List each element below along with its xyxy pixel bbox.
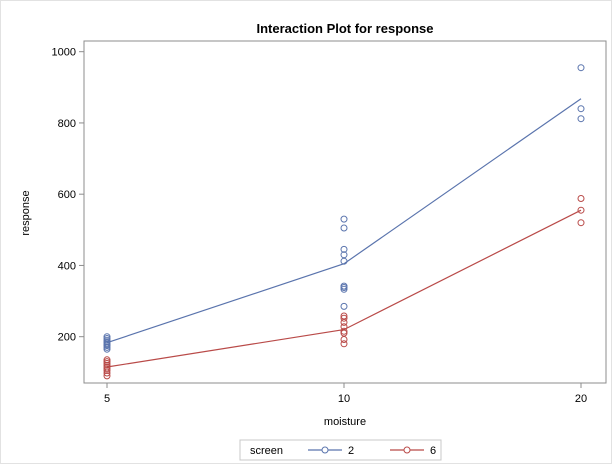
series-2-point bbox=[577, 64, 585, 72]
series-2-point bbox=[340, 302, 348, 310]
chart-title: Interaction Plot for response bbox=[257, 21, 434, 36]
series-2-point bbox=[340, 224, 348, 232]
y-tick-label: 1000 bbox=[52, 47, 76, 59]
series-6-point bbox=[340, 336, 348, 343]
legend-swatch-marker bbox=[403, 446, 411, 454]
legend-label: 6 bbox=[430, 445, 436, 457]
series-6-point bbox=[340, 340, 348, 348]
y-axis: 200 400 600 800 1000 bbox=[52, 47, 84, 344]
legend-swatch-marker bbox=[321, 446, 329, 454]
plot-area bbox=[83, 40, 607, 384]
y-tick-label: 800 bbox=[58, 118, 76, 130]
x-axis: 5 10 20 bbox=[104, 383, 587, 405]
series-6-point bbox=[577, 195, 585, 202]
series-2-point bbox=[577, 115, 585, 123]
x-tick-label: 5 bbox=[104, 393, 110, 405]
series-6-point bbox=[340, 323, 348, 331]
series-6-point bbox=[340, 312, 348, 320]
legend-label: 2 bbox=[348, 445, 354, 457]
series-2-point bbox=[577, 105, 585, 113]
y-tick-label: 600 bbox=[58, 189, 76, 201]
y-axis-label: response bbox=[20, 190, 32, 235]
series-2-point bbox=[340, 245, 348, 253]
series-2-line bbox=[106, 98, 582, 344]
series-6-point bbox=[340, 314, 348, 322]
data-points bbox=[103, 64, 585, 380]
legend-title: screen bbox=[250, 445, 283, 457]
y-tick-label: 400 bbox=[58, 260, 76, 272]
series-6-point bbox=[577, 219, 585, 227]
series-2-point bbox=[340, 251, 348, 259]
x-tick-label: 10 bbox=[338, 393, 350, 405]
series-6-point bbox=[577, 206, 585, 214]
series-6-point bbox=[340, 327, 348, 335]
series-2-point bbox=[340, 282, 348, 290]
series-6-point bbox=[103, 356, 111, 364]
x-axis-label: moisture bbox=[324, 416, 366, 428]
x-tick-label: 20 bbox=[575, 393, 587, 405]
series-2-point bbox=[340, 215, 348, 223]
series-6-point bbox=[103, 372, 111, 380]
series-2-point bbox=[103, 333, 111, 341]
y-tick-label: 200 bbox=[58, 332, 76, 344]
mean-lines bbox=[106, 98, 582, 368]
